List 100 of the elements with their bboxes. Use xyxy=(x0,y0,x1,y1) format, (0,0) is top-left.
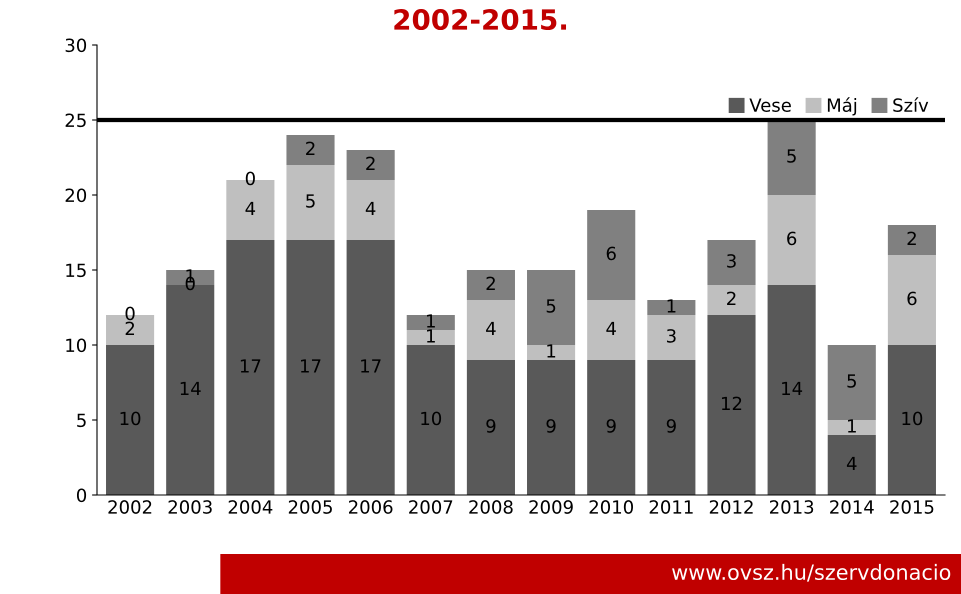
bar xyxy=(828,435,876,495)
y-tick-label: 25 xyxy=(66,113,86,128)
bar xyxy=(527,270,576,345)
data-label: 6 xyxy=(787,232,796,246)
bar xyxy=(587,300,636,360)
bar xyxy=(768,120,816,195)
x-tick-label: 2006 xyxy=(348,500,392,514)
x-tick-label: 2007 xyxy=(409,500,452,514)
bar xyxy=(527,360,576,495)
x-tick-label: 2009 xyxy=(529,500,573,514)
bar xyxy=(888,255,936,345)
x-tick-label: 2015 xyxy=(890,500,934,514)
data-label: 9 xyxy=(486,419,496,433)
bar xyxy=(346,180,395,240)
x-tick-label: 2002 xyxy=(108,500,152,514)
bar xyxy=(527,345,576,360)
data-label: 1 xyxy=(668,299,676,312)
data-label: 6 xyxy=(606,246,616,260)
data-label: 5 xyxy=(847,374,856,388)
y-tick-label: 15 xyxy=(66,264,86,278)
data-label: 2 xyxy=(366,156,375,170)
bar xyxy=(647,300,696,315)
bar xyxy=(466,360,515,495)
data-label: 12 xyxy=(722,396,742,410)
data-label: 3 xyxy=(727,254,736,268)
data-label: 1 xyxy=(427,329,435,342)
data-label: 10 xyxy=(120,412,140,426)
data-label: 4 xyxy=(846,456,857,470)
x-tick-label: 2012 xyxy=(710,500,753,514)
data-label: 2 xyxy=(126,322,134,335)
data-label: 1 xyxy=(427,314,435,328)
data-label: 3 xyxy=(666,329,676,343)
bar xyxy=(768,285,816,495)
x-tick-label: 2003 xyxy=(168,500,212,514)
data-label: 14 xyxy=(180,382,201,395)
y-tick-label: 10 xyxy=(66,338,86,352)
text: www.ovsz.hu/szervdonacio xyxy=(672,564,950,582)
bar xyxy=(286,240,335,495)
bar xyxy=(647,360,696,495)
x-tick-label: 2010 xyxy=(590,500,633,514)
bar xyxy=(286,165,335,240)
bar xyxy=(406,330,455,345)
data-label: 9 xyxy=(546,419,556,433)
bar xyxy=(707,285,756,315)
bar xyxy=(346,150,395,180)
bar xyxy=(286,135,335,165)
x-tick-label: 2005 xyxy=(288,500,332,514)
data-label: 10 xyxy=(421,412,442,426)
legend-label: Szív xyxy=(893,97,928,112)
bar xyxy=(406,345,455,495)
x-tick-label: 2004 xyxy=(228,500,272,514)
data-label: 17 xyxy=(301,359,320,372)
bar xyxy=(466,300,515,360)
data-label: 17 xyxy=(361,359,381,372)
bar xyxy=(346,240,395,495)
y-tick-label: 0 xyxy=(76,488,86,502)
bar xyxy=(828,420,876,435)
bar xyxy=(888,345,936,495)
bar xyxy=(828,345,876,420)
data-label: 10 xyxy=(902,412,922,426)
x-tick-label: 2008 xyxy=(469,500,513,514)
data-label: 5 xyxy=(306,194,315,208)
bar xyxy=(106,345,154,495)
y-tick-label: 20 xyxy=(66,188,86,202)
data-label: 4 xyxy=(486,322,496,335)
data-label: 14 xyxy=(782,382,802,395)
chart-title: 2002-2015. xyxy=(394,9,566,30)
data-label: 17 xyxy=(240,359,260,372)
bar xyxy=(406,315,455,330)
data-label: 2 xyxy=(306,142,314,155)
legend-label: Máj xyxy=(828,97,856,116)
y-tick-label: 5 xyxy=(77,414,86,428)
data-label: 5 xyxy=(546,299,556,313)
bar xyxy=(226,240,274,495)
x-tick-label: 2014 xyxy=(830,500,874,514)
data-label: 5 xyxy=(787,149,796,163)
data-label: 2 xyxy=(727,292,736,305)
data-label: 2 xyxy=(908,232,916,245)
bar xyxy=(888,225,936,255)
legend-label: Vese xyxy=(749,98,791,112)
data-label: 0 xyxy=(246,172,255,186)
data-label: 2 xyxy=(486,276,495,290)
data-label: 4 xyxy=(366,202,376,215)
data-label: 4 xyxy=(246,202,256,215)
data-label: 1 xyxy=(547,344,556,358)
bar xyxy=(707,240,756,285)
bar xyxy=(587,360,636,495)
data-label: 6 xyxy=(907,292,917,306)
data-label: 4 xyxy=(606,322,616,335)
y-tick-label: 30 xyxy=(66,38,86,52)
x-tick-label: 2013 xyxy=(770,500,814,514)
data-label: 9 xyxy=(606,419,616,433)
data-label: 0 xyxy=(126,306,135,320)
data-label: 1 xyxy=(848,419,856,432)
bar xyxy=(466,270,515,300)
data-label: 9 xyxy=(666,419,676,433)
bar xyxy=(587,210,636,300)
bar xyxy=(768,195,816,285)
bar xyxy=(647,315,696,360)
x-tick-label: 2011 xyxy=(650,500,693,514)
